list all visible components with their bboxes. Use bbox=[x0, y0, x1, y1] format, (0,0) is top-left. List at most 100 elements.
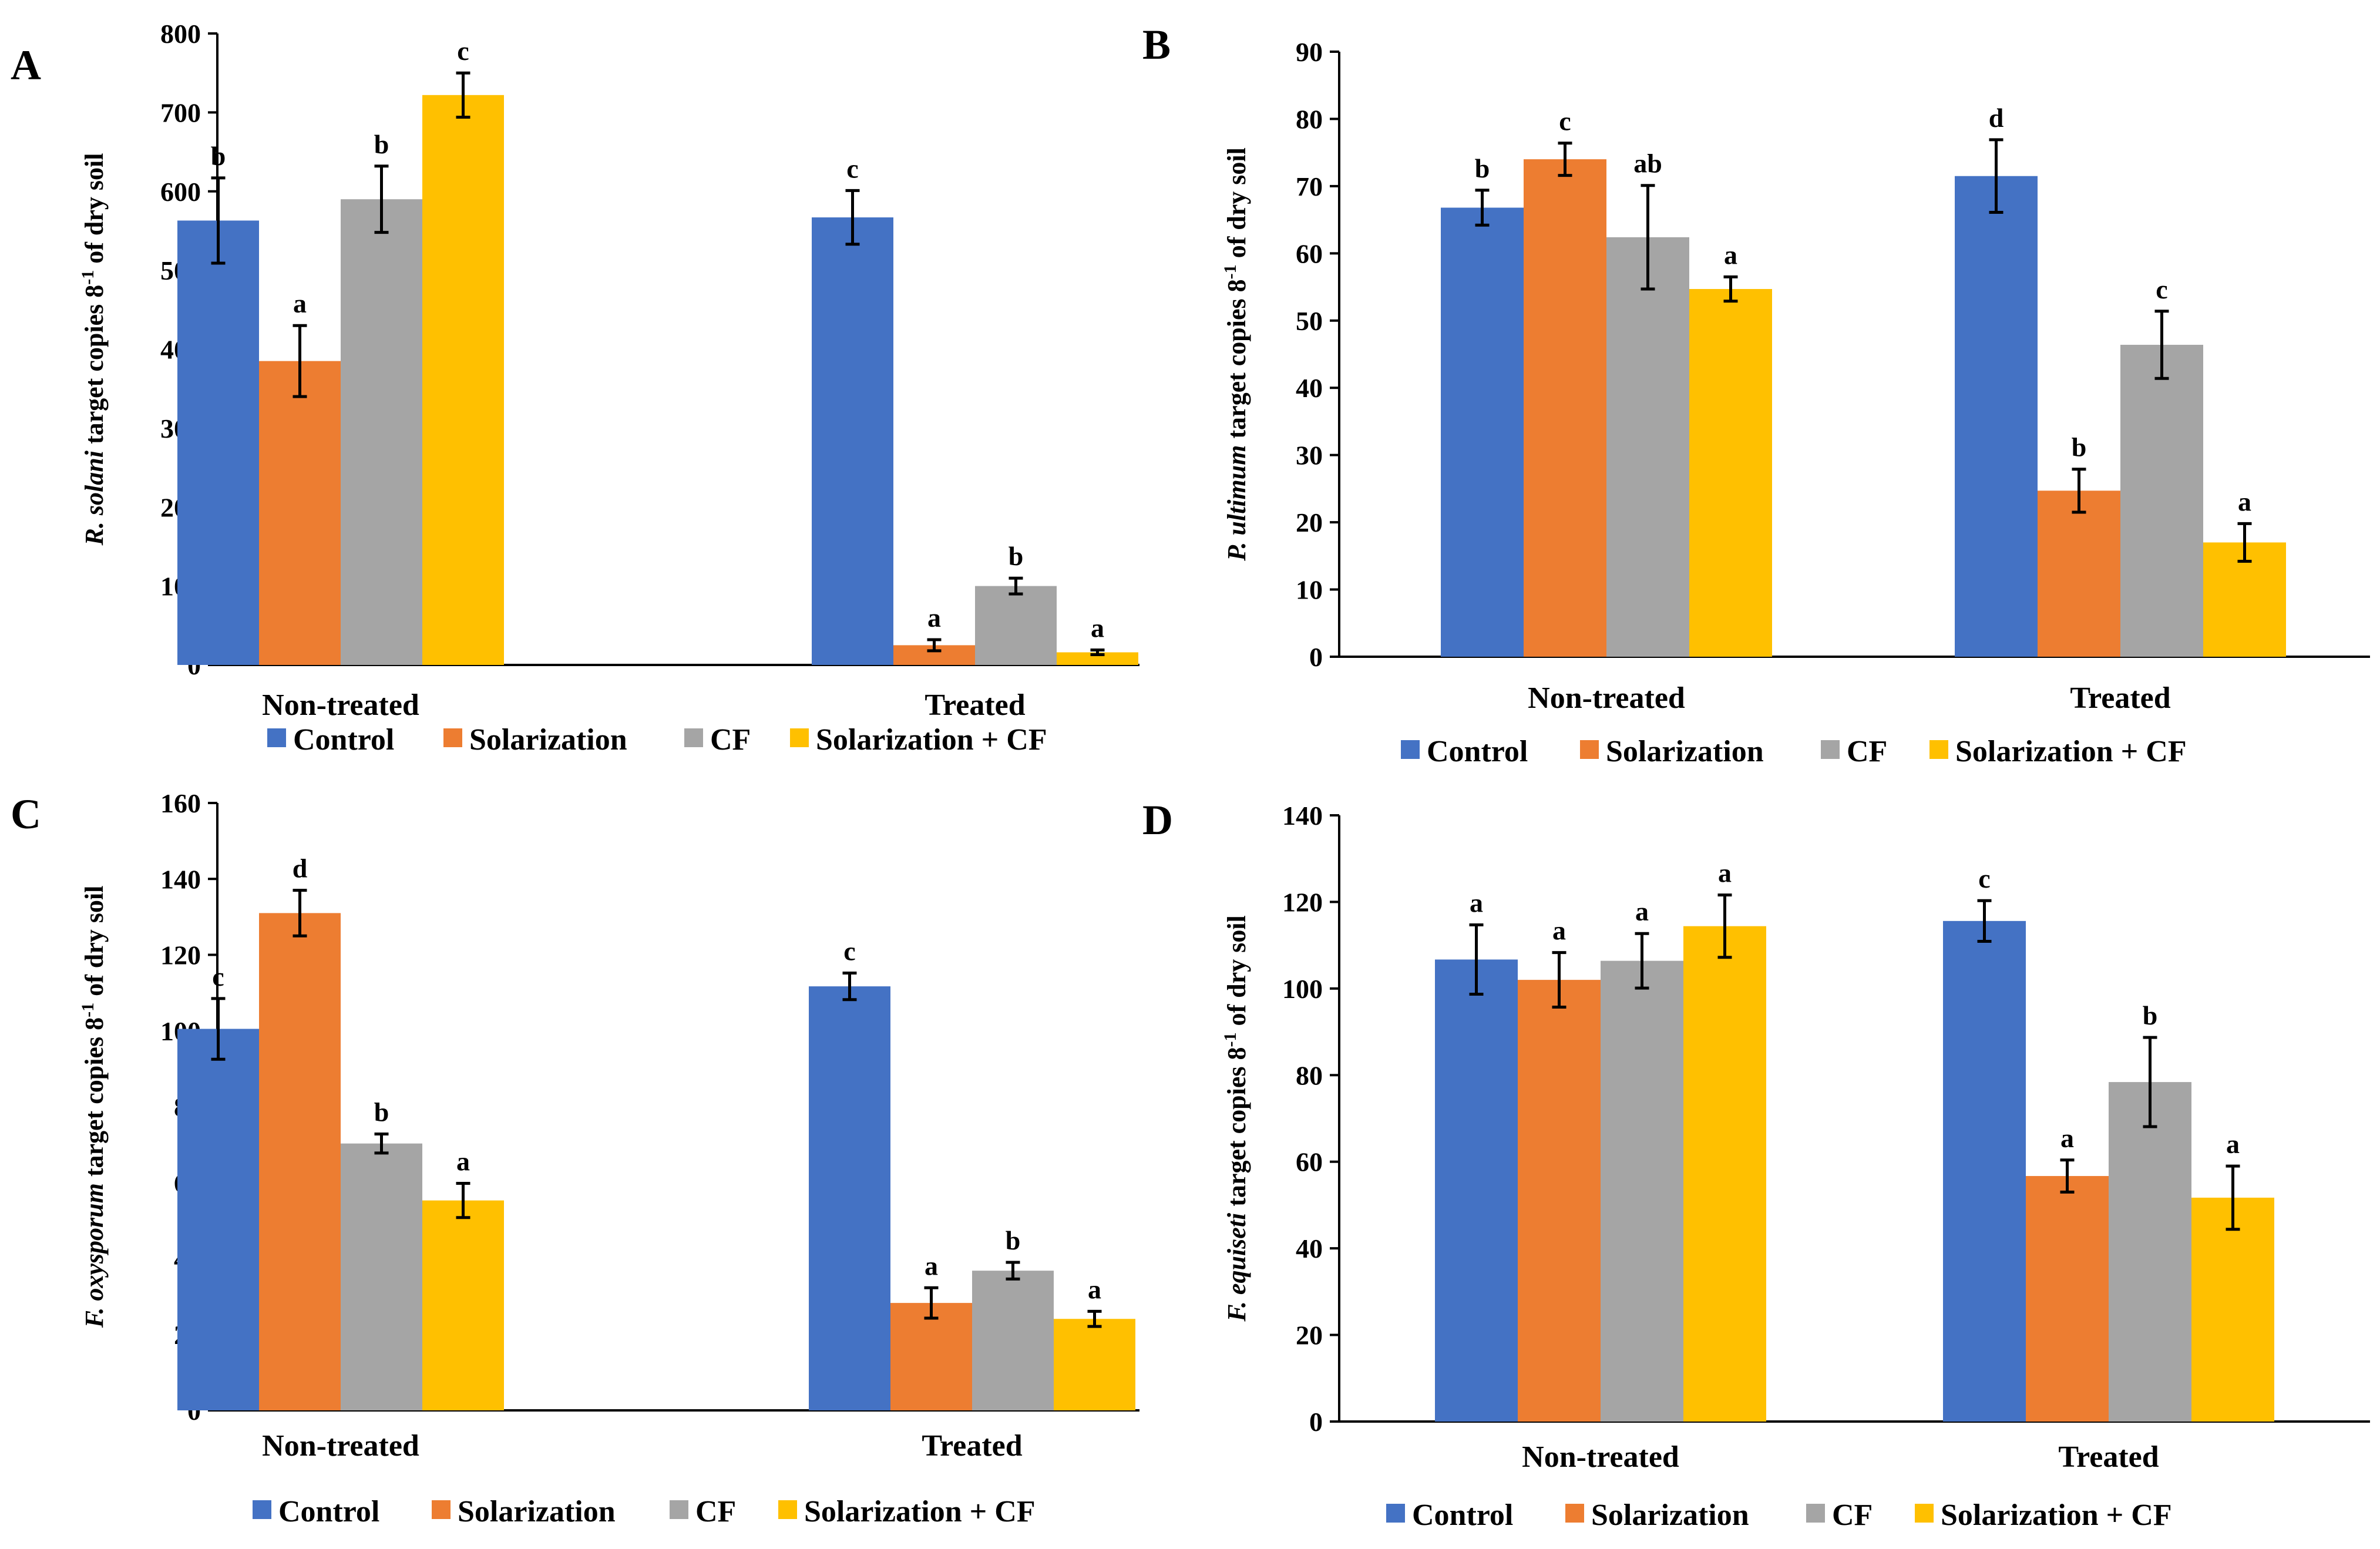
bar bbox=[2120, 344, 2203, 657]
y-axis-label-text: target copies 8 bbox=[1222, 279, 1251, 445]
y-tick-label: 20 bbox=[1296, 1320, 1323, 1350]
bar bbox=[177, 1029, 259, 1410]
significance-letter: a bbox=[927, 603, 941, 633]
bar bbox=[341, 199, 422, 665]
legend-label: Solarization + CF bbox=[1955, 735, 2187, 768]
significance-letter: c bbox=[2156, 274, 2167, 304]
bar bbox=[2038, 490, 2120, 657]
significance-letter: c bbox=[846, 153, 858, 183]
legend: Control Solarization CF Solarization + CF bbox=[1386, 1498, 2172, 1532]
y-axis-label-species: R. solani bbox=[80, 450, 109, 546]
legend-label: Control bbox=[293, 723, 394, 757]
bar bbox=[975, 586, 1057, 665]
panel-letter: C bbox=[11, 791, 41, 838]
bar bbox=[1054, 1319, 1135, 1410]
y-tick-label: 140 bbox=[1282, 801, 1323, 831]
y-axis-label-end: of dry soil bbox=[80, 153, 109, 270]
significance-letter: a bbox=[1088, 1274, 1101, 1304]
chart-panel-a: A0100200300400500600700800R. solani targ… bbox=[11, 19, 1139, 757]
y-tick-label: 70 bbox=[1296, 172, 1323, 201]
y-tick-label: 60 bbox=[1296, 238, 1323, 268]
y-tick-label: 140 bbox=[160, 864, 201, 894]
y-tick-label: 60 bbox=[1296, 1147, 1323, 1177]
y-tick-label: 0 bbox=[1309, 642, 1323, 672]
bar bbox=[259, 361, 341, 665]
legend-swatch bbox=[1806, 1504, 1825, 1523]
bar bbox=[890, 1303, 972, 1410]
bar bbox=[812, 217, 893, 665]
bar bbox=[259, 913, 341, 1410]
significance-letter: c bbox=[457, 36, 469, 66]
legend-label: CF bbox=[1832, 1498, 1873, 1532]
panel-letter: B bbox=[1142, 21, 1171, 68]
significance-letter: a bbox=[2060, 1123, 2074, 1153]
bar bbox=[809, 986, 890, 1410]
panel-letter: D bbox=[1142, 797, 1173, 844]
bar bbox=[1689, 288, 1772, 657]
y-tick-label: 700 bbox=[160, 98, 201, 127]
legend-label: Solarization bbox=[1591, 1498, 1749, 1532]
legend-label: Solarization + CF bbox=[1941, 1498, 2172, 1532]
significance-letter: a bbox=[1091, 613, 1104, 643]
y-tick-label: 40 bbox=[1296, 373, 1323, 403]
significance-letter: b bbox=[2072, 432, 2087, 462]
y-tick-label: 120 bbox=[1282, 887, 1323, 917]
y-axis-label-sup: -1 bbox=[78, 1003, 98, 1017]
y-axis-label-species: F. oxysporum bbox=[80, 1183, 109, 1328]
significance-letter: c bbox=[843, 936, 855, 966]
legend-label: Solarization bbox=[458, 1495, 616, 1528]
y-axis-label-text: target copies 8 bbox=[80, 285, 109, 451]
legend-label: CF bbox=[710, 723, 751, 757]
significance-letter: a bbox=[1635, 896, 1649, 926]
bar bbox=[1601, 960, 1683, 1422]
significance-letter: c bbox=[1559, 106, 1571, 136]
significance-letter: a bbox=[1718, 858, 1732, 888]
legend-swatch bbox=[1580, 740, 1599, 759]
legend-label: CF bbox=[695, 1495, 736, 1528]
legend-swatch bbox=[253, 1500, 271, 1519]
bar bbox=[2191, 1197, 2274, 1422]
y-axis-label-end: of dry soil bbox=[1222, 915, 1251, 1032]
significance-letter: a bbox=[1724, 240, 1737, 270]
legend-swatch bbox=[432, 1500, 451, 1519]
y-tick-label: 30 bbox=[1296, 441, 1323, 471]
y-axis-label-text: target copies 8 bbox=[80, 1017, 109, 1183]
significance-letter: ab bbox=[1633, 149, 1662, 179]
legend: Control Solarization CF Solarization + CF bbox=[267, 723, 1047, 757]
legend-swatch bbox=[1386, 1504, 1405, 1523]
legend: Control Solarization CF Solarization + CF bbox=[253, 1495, 1036, 1528]
y-axis-label-sup: -1 bbox=[1221, 1032, 1240, 1047]
y-tick-label: 20 bbox=[1296, 508, 1323, 537]
bar bbox=[341, 1143, 422, 1410]
bar bbox=[1518, 980, 1601, 1422]
bar bbox=[177, 220, 259, 665]
x-category-label: Non-treated bbox=[262, 1429, 419, 1463]
y-axis-label: F. equiseti target copies 8-1 of dry soi… bbox=[1221, 915, 1252, 1322]
chart-panel-b: B 0 10 20 30 40 50 60 70 80 90 P. ultimum target co… bbox=[1142, 21, 2370, 768]
legend-swatch bbox=[1821, 740, 1840, 759]
significance-letter: a bbox=[2226, 1129, 2240, 1159]
significance-letter: d bbox=[293, 854, 308, 883]
panel-letter: A bbox=[11, 42, 41, 89]
x-category-label: Non-treated bbox=[1522, 1440, 1679, 1474]
legend-swatch bbox=[778, 1500, 797, 1519]
significance-letter: c bbox=[1978, 863, 1990, 893]
bar bbox=[1435, 959, 1518, 1422]
legend-swatch bbox=[1915, 1504, 1934, 1523]
y-axis-label-species: F. equiseti bbox=[1222, 1212, 1251, 1322]
bar bbox=[1683, 926, 1766, 1422]
significance-letter: a bbox=[293, 288, 307, 318]
significance-letter: a bbox=[456, 1147, 470, 1177]
significance-letter: a bbox=[2238, 486, 2251, 516]
legend-swatch bbox=[267, 728, 286, 747]
y-tick-label: 800 bbox=[160, 19, 201, 49]
y-tick-label: 50 bbox=[1296, 306, 1323, 336]
significance-letter: b bbox=[2143, 1000, 2158, 1030]
legend-label: CF bbox=[1847, 735, 1887, 768]
legend: Control Solarization CF Solarization + CF bbox=[1401, 735, 2187, 768]
y-tick-label: 100 bbox=[1282, 974, 1323, 1004]
bar bbox=[422, 95, 504, 665]
significance-letter: b bbox=[1475, 153, 1490, 183]
y-axis-label: P. ultimum target copies 8-1 of dry soil bbox=[1221, 147, 1252, 562]
